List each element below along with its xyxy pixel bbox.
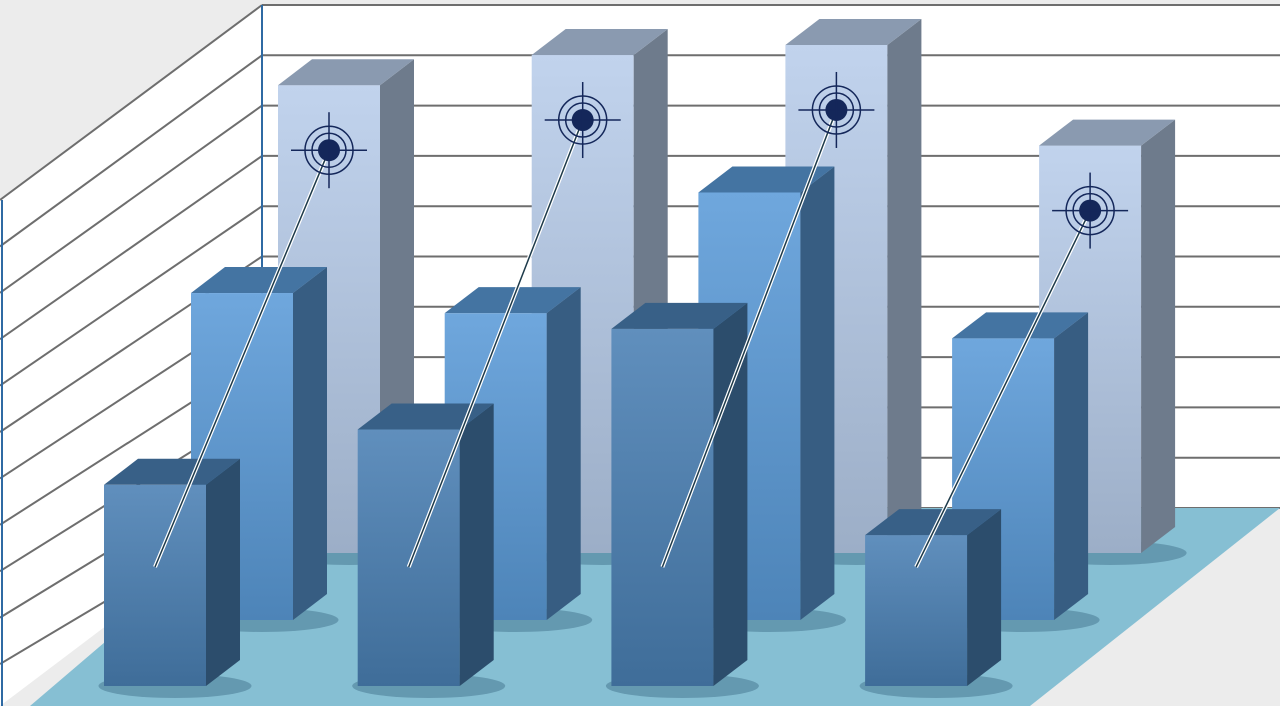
bar bbox=[352, 403, 506, 698]
bar-front-face bbox=[611, 328, 714, 686]
bar-top-face bbox=[698, 166, 835, 193]
bar-front-face bbox=[104, 484, 206, 686]
bar-side-face bbox=[713, 302, 748, 686]
left-gridline bbox=[0, 205, 263, 387]
pointer-line bbox=[408, 119, 584, 568]
bar-side-face bbox=[1054, 312, 1089, 620]
target-marker bbox=[153, 112, 367, 568]
left-gridline bbox=[0, 4, 263, 201]
bar-top-face bbox=[611, 302, 748, 329]
bar-side-face bbox=[1141, 119, 1176, 553]
bar-front-face bbox=[357, 429, 460, 686]
left-gridline bbox=[0, 104, 263, 294]
bar-side-face bbox=[546, 287, 581, 620]
left-gridline bbox=[0, 155, 263, 341]
bar-side-face bbox=[459, 403, 494, 686]
bar-top-face bbox=[104, 458, 240, 485]
left-gridline bbox=[0, 54, 263, 248]
bar-top-face bbox=[278, 59, 414, 86]
bar-side-face bbox=[206, 458, 240, 686]
bar-top-face bbox=[1039, 119, 1176, 146]
target-marker bbox=[660, 71, 875, 568]
bar-top-face bbox=[785, 18, 922, 45]
bar-top-face bbox=[952, 312, 1089, 339]
bar-top-face bbox=[357, 403, 494, 430]
pointer-line bbox=[915, 210, 1091, 568]
bar-front-face bbox=[865, 535, 968, 686]
bar bbox=[98, 458, 252, 698]
bar-top-face bbox=[865, 509, 1002, 536]
pointer-line bbox=[661, 109, 838, 568]
bar-top-face bbox=[531, 29, 668, 56]
target-markers bbox=[153, 71, 1129, 568]
pointer-line bbox=[154, 149, 330, 568]
bar-side-face bbox=[887, 18, 922, 554]
bar-side-face bbox=[967, 509, 1002, 686]
bar-top-face bbox=[191, 267, 327, 294]
bars bbox=[98, 18, 1187, 698]
bar bbox=[605, 302, 759, 698]
bar bbox=[692, 166, 846, 632]
bar bbox=[859, 509, 1013, 698]
bar-side-face bbox=[800, 166, 835, 620]
target-marker bbox=[914, 172, 1129, 568]
target-marker bbox=[406, 82, 621, 568]
bar-side-face bbox=[293, 267, 327, 620]
